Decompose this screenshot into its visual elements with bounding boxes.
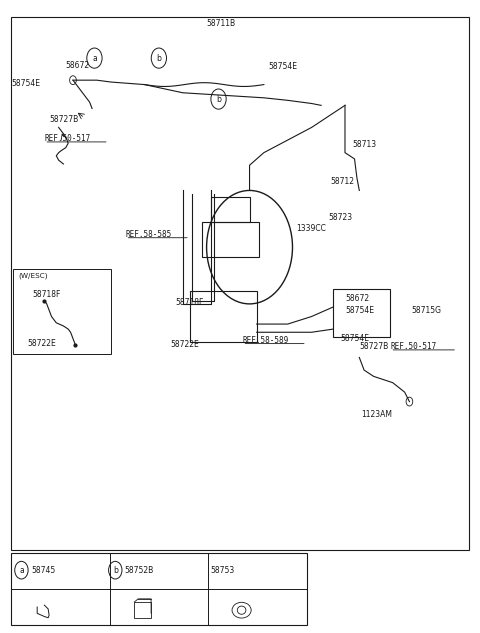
Bar <box>202 222 259 256</box>
Text: REF.50-517: REF.50-517 <box>44 134 91 143</box>
Text: 58727B: 58727B <box>360 342 388 351</box>
Bar <box>13 269 111 354</box>
Text: 1339CC: 1339CC <box>296 224 326 233</box>
Text: 58672: 58672 <box>66 61 90 70</box>
Text: (W/ESC): (W/ESC) <box>18 272 48 279</box>
Text: a: a <box>92 54 97 63</box>
Bar <box>333 289 390 337</box>
Bar <box>190 291 257 342</box>
Bar <box>11 17 469 549</box>
Text: 58722E: 58722E <box>28 339 56 348</box>
Text: 58727B: 58727B <box>49 115 78 124</box>
Text: 58672: 58672 <box>345 294 369 303</box>
Text: 1123AM: 1123AM <box>362 410 393 418</box>
Text: 58711B: 58711B <box>206 19 236 28</box>
Text: REF.58-589: REF.58-589 <box>242 336 288 345</box>
Text: 58753: 58753 <box>210 566 235 575</box>
Text: b: b <box>156 54 161 63</box>
Text: 58713: 58713 <box>352 140 376 149</box>
Text: 58754E: 58754E <box>345 306 374 315</box>
Text: 58754E: 58754E <box>11 79 40 88</box>
Text: a: a <box>19 566 24 575</box>
Text: 58715G: 58715G <box>412 306 442 315</box>
Bar <box>11 553 307 625</box>
Text: 58712: 58712 <box>331 177 355 185</box>
Text: 58718F: 58718F <box>176 298 204 307</box>
Text: REF.50-517: REF.50-517 <box>390 342 437 351</box>
Text: 58745: 58745 <box>31 566 55 575</box>
Text: 58754E: 58754E <box>269 62 298 71</box>
Text: b: b <box>113 566 118 575</box>
Bar <box>211 197 250 222</box>
Text: 58752B: 58752B <box>125 566 154 575</box>
Text: b: b <box>216 94 221 104</box>
Text: 58754E: 58754E <box>340 334 369 343</box>
Bar <box>134 602 151 618</box>
Text: 58723: 58723 <box>328 213 352 222</box>
Text: 58718F: 58718F <box>33 290 61 299</box>
Text: REF.58-585: REF.58-585 <box>125 230 172 239</box>
Text: 58722E: 58722E <box>171 341 200 349</box>
